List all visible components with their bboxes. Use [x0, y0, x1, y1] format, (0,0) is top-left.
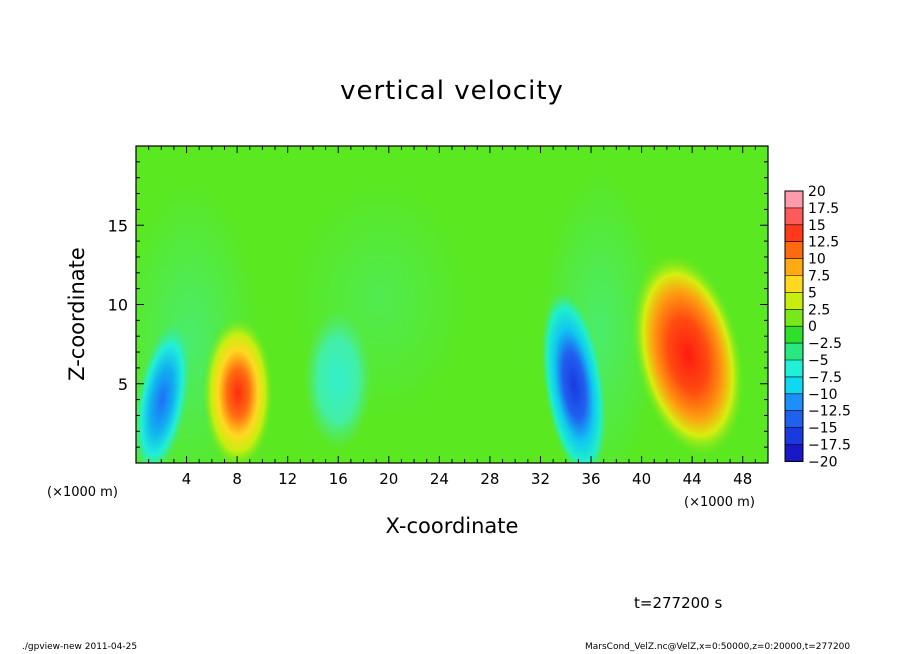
- colorbar-swatch: [785, 207, 803, 226]
- x-tick-label: 36: [581, 470, 600, 488]
- colorbar-swatch: [785, 427, 803, 445]
- x-tick-label: 32: [531, 470, 550, 488]
- heatmap-field: [136, 146, 768, 463]
- colorbar-level-label: −20: [808, 454, 838, 470]
- x-tick-label: 8: [232, 470, 242, 488]
- colorbar-level-label: −7.5: [808, 370, 842, 386]
- colorbar-level-label: 12.5: [808, 235, 839, 251]
- x-tick-label: 28: [480, 470, 499, 488]
- y-axis: 5 10 15: [108, 161, 768, 448]
- colorbar: 2017.51512.5107.552.50−2.5−5−7.5−10−12.5…: [784, 184, 851, 470]
- x-axis-title-text: X-coordinate: [385, 514, 519, 538]
- x-tick-label: 24: [430, 470, 449, 488]
- colorbar-level-label: 0: [808, 319, 817, 335]
- colorbar-swatch: [785, 275, 803, 293]
- colorbar-swatch: [785, 410, 803, 428]
- colorbar-level-label: −15: [808, 421, 838, 437]
- colorbar-swatch: [785, 326, 803, 344]
- x-tick-label: 44: [683, 470, 702, 488]
- x-tick-label: 40: [632, 470, 651, 488]
- colorbar-level-label: 2.5: [808, 302, 830, 318]
- colorbar-swatch: [785, 292, 803, 310]
- y-tick-label: 5: [118, 375, 128, 394]
- colorbar-level-label: 5: [808, 285, 817, 301]
- y-tick-label: 15: [108, 216, 128, 235]
- x-axis-unit-label-left: (×1000 m): [47, 485, 118, 500]
- colorbar-swatch: [785, 224, 803, 243]
- colorbar-level-label: 10: [808, 252, 826, 268]
- colorbar-swatch: [785, 191, 803, 209]
- chart-title: vertical velocity: [340, 76, 564, 106]
- footer-source-label: MarsCond_VelZ.nc@VelZ,x=0:50000,z=0:2000…: [585, 642, 851, 652]
- x-tick-label: 16: [329, 470, 348, 488]
- time-label: t=277200 s: [634, 594, 723, 612]
- footer-program-label: ./gpview-new 2011-04-25: [22, 642, 138, 652]
- colorbar-swatch: [785, 258, 803, 276]
- colorbar-level-label: 17.5: [808, 201, 839, 217]
- colorbar-level-label: −17.5: [808, 438, 851, 454]
- x-tick-label: 4: [182, 470, 192, 488]
- colorbar-level-label: −10: [808, 387, 838, 403]
- colorbar-swatch: [785, 393, 803, 412]
- colorbar-level-label: 7.5: [808, 269, 830, 285]
- colorbar-swatch: [785, 360, 803, 378]
- x-tick-label: 12: [278, 470, 297, 488]
- colorbar-level-label: −5: [808, 353, 829, 369]
- x-tick-label: 48: [733, 470, 752, 488]
- colorbar-level-label: −12.5: [808, 404, 851, 420]
- colorbar-level-label: 20: [808, 184, 826, 200]
- colorbar-level-label: 15: [808, 218, 826, 234]
- x-axis-title: X-coordinate: [0, 514, 904, 538]
- x-axis-unit-label-right: (×1000 m): [684, 495, 755, 510]
- colorbar-swatch: [785, 309, 803, 327]
- x-tick-label: 20: [379, 470, 398, 488]
- colorbar-level-label: −2.5: [808, 336, 842, 352]
- colorbar-swatch: [785, 343, 803, 361]
- y-tick-label: 10: [108, 296, 128, 315]
- colorbar-swatch: [785, 241, 803, 259]
- colorbar-swatch: [785, 444, 803, 462]
- x-axis: 4 8 12 16 20 24 28 32 36 40 44 48: [148, 146, 756, 488]
- y-axis-title: Z-coordinate: [65, 247, 89, 381]
- colorbar-swatch: [785, 376, 803, 395]
